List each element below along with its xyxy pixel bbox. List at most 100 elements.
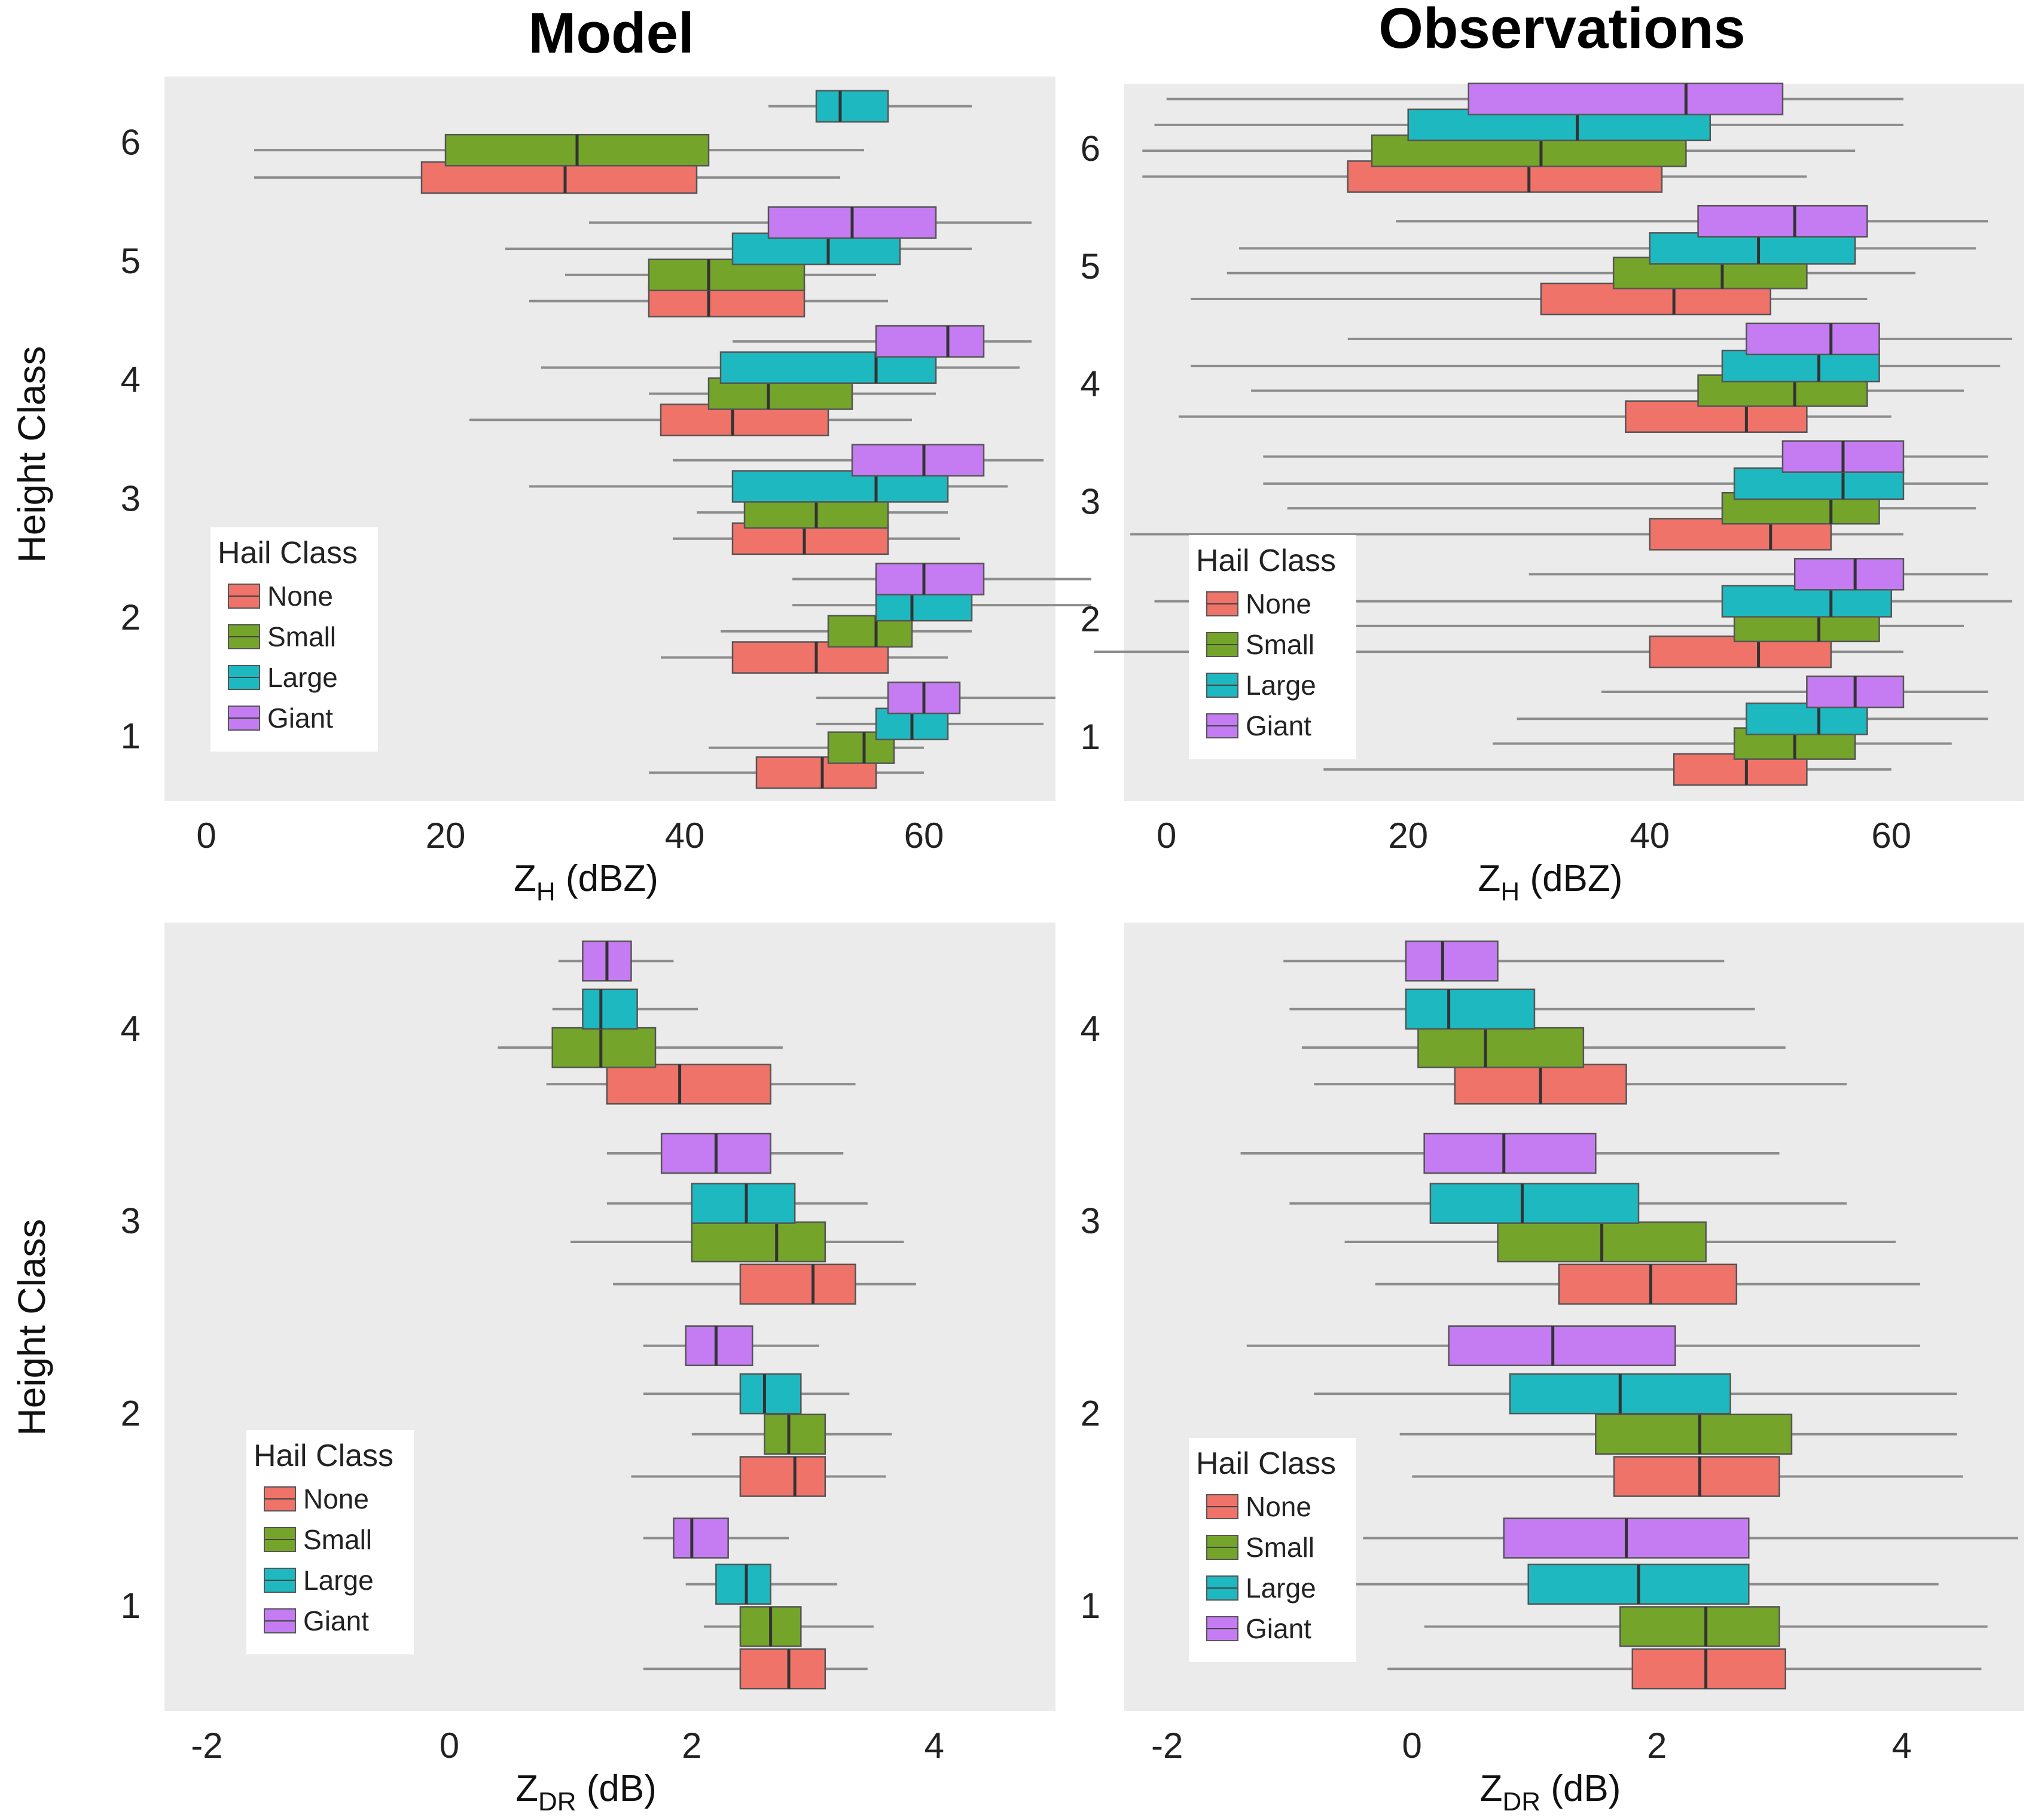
boxplot-none	[643, 1648, 868, 1690]
box	[739, 1648, 826, 1690]
boxplot-giant	[1347, 322, 2012, 356]
box	[739, 1263, 856, 1305]
boxplot-giant	[606, 1132, 844, 1174]
legend-label-none: None	[1246, 588, 1311, 619]
x-axis-label: ZH (dBZ)	[1478, 858, 1623, 906]
legend-label-small: Small	[303, 1524, 372, 1555]
y-tick-label: 3	[1081, 481, 1100, 521]
box	[1423, 1132, 1597, 1174]
box	[1619, 1606, 1780, 1647]
legend-label-large: Large	[267, 662, 338, 693]
legend: Hail Class None Small Large Giant	[246, 1430, 414, 1654]
legend-title: Hail Class	[218, 536, 358, 570]
x-tick-label: 2	[1647, 1726, 1667, 1766]
y-tick-label: 3	[1081, 1201, 1100, 1241]
boxplot-none	[1314, 1063, 1847, 1105]
observations-zdr-panel: -2 0 2 4 1 2 3 4 ZDR (dB) Hail Class None Small Larg…	[1081, 923, 2024, 1816]
y-tick-label: 4	[121, 360, 141, 400]
legend-title: Hail Class	[254, 1439, 393, 1473]
y-tick-label: 6	[1081, 129, 1100, 169]
legend-title: Hail Class	[1196, 1446, 1336, 1481]
y-tick-label: 3	[121, 478, 141, 518]
boxplot-giant	[1283, 940, 1725, 982]
box	[420, 161, 698, 194]
x-tick-label: 0	[196, 816, 216, 856]
box	[1631, 1648, 1786, 1690]
y-tick-label: 1	[1081, 717, 1100, 757]
box	[739, 1373, 802, 1415]
boxplot-giant	[816, 681, 1055, 714]
boxplot-small	[691, 1413, 892, 1455]
legend-label-none: None	[1246, 1491, 1311, 1522]
box	[875, 325, 985, 358]
x-tick-label: 0	[1402, 1726, 1422, 1766]
box	[1733, 467, 1905, 500]
box	[739, 1456, 826, 1497]
legend-label-small: Small	[1246, 629, 1314, 660]
boxplot-giant	[1166, 83, 1903, 115]
observations-zh-panel: 0 20 40 60 1 2 3 4 5 6 ZH (dBZ) Hail Class None Small…	[1081, 83, 2024, 906]
x-axis-label: ZH (dBZ)	[514, 858, 658, 906]
left-column-title: Model	[528, 1, 694, 65]
box	[851, 444, 985, 477]
x-tick-label: 0	[440, 1726, 459, 1766]
box	[827, 731, 895, 764]
box	[1405, 988, 1536, 1030]
boxplot-none	[1387, 1648, 1982, 1690]
box	[673, 1517, 729, 1559]
boxplot-giant	[733, 325, 1032, 358]
boxplot-large	[1154, 585, 2012, 618]
box	[551, 1027, 657, 1068]
right-column-title: Observations	[1378, 0, 1746, 60]
boxplot-giant	[558, 940, 674, 982]
boxplot-large	[1263, 467, 1988, 500]
x-tick-label: 60	[904, 816, 944, 856]
y-tick-label: 2	[121, 1393, 141, 1433]
box	[1468, 83, 1784, 115]
boxplot-giant	[1396, 204, 1988, 238]
boxplot-giant	[1528, 558, 1988, 591]
legend-label-giant: Giant	[1246, 710, 1311, 741]
boxplot-none	[1412, 1456, 1963, 1497]
boxplot-giant	[1601, 675, 1988, 709]
box	[875, 563, 985, 596]
legend: Hail Class None Small Large Giant	[1189, 1438, 1356, 1662]
x-tick-label: -2	[1151, 1726, 1183, 1766]
box	[1448, 1325, 1676, 1367]
x-tick-label: 20	[426, 816, 466, 856]
legend-label-large: Large	[303, 1565, 374, 1596]
legend-label-none: None	[303, 1483, 369, 1514]
x-tick-label: -2	[191, 1726, 222, 1766]
x-axis-label: ZDR (dB)	[1480, 1768, 1621, 1816]
boxplot-large	[1191, 349, 2000, 383]
model-zdr-panel: -2 0 2 4 1 2 3 4 ZDR (dB) Hail Class None Small Larg…	[121, 923, 1055, 1816]
boxplot-large	[1289, 1564, 1939, 1605]
boxplot-small	[704, 1606, 874, 1647]
boxplot-giant	[1240, 1132, 1780, 1174]
box	[1793, 558, 1905, 591]
boxplot-large	[643, 1373, 850, 1415]
boxplot-small	[1344, 1221, 1896, 1263]
boxplot-small	[254, 133, 864, 167]
box	[1649, 232, 1856, 265]
legend-label-large: Large	[1246, 670, 1316, 701]
y-axis-label-top: Height Class	[10, 346, 53, 563]
y-tick-label: 4	[1081, 1009, 1100, 1049]
boxplot-small	[570, 1221, 904, 1263]
x-tick-label: 2	[682, 1726, 701, 1766]
legend-label-small: Small	[1246, 1532, 1314, 1563]
boxplot-giant	[1246, 1325, 1920, 1367]
boxplot-giant	[792, 563, 1091, 596]
box	[1417, 1027, 1585, 1068]
boxplot-giant	[673, 444, 1044, 477]
y-tick-label: 1	[121, 716, 141, 756]
y-tick-label: 1	[121, 1586, 141, 1626]
boxplot-large	[1289, 988, 1755, 1030]
legend-title: Hail Class	[1196, 543, 1336, 578]
boxplot-giant	[643, 1325, 819, 1367]
y-tick-label: 6	[121, 122, 141, 162]
box	[582, 988, 638, 1030]
y-tick-label: 3	[121, 1201, 141, 1241]
model-zh-panel: 0 20 40 60 1 2 3 4 5 6 ZH (dBZ) Hail Class None Small…	[121, 77, 1091, 906]
